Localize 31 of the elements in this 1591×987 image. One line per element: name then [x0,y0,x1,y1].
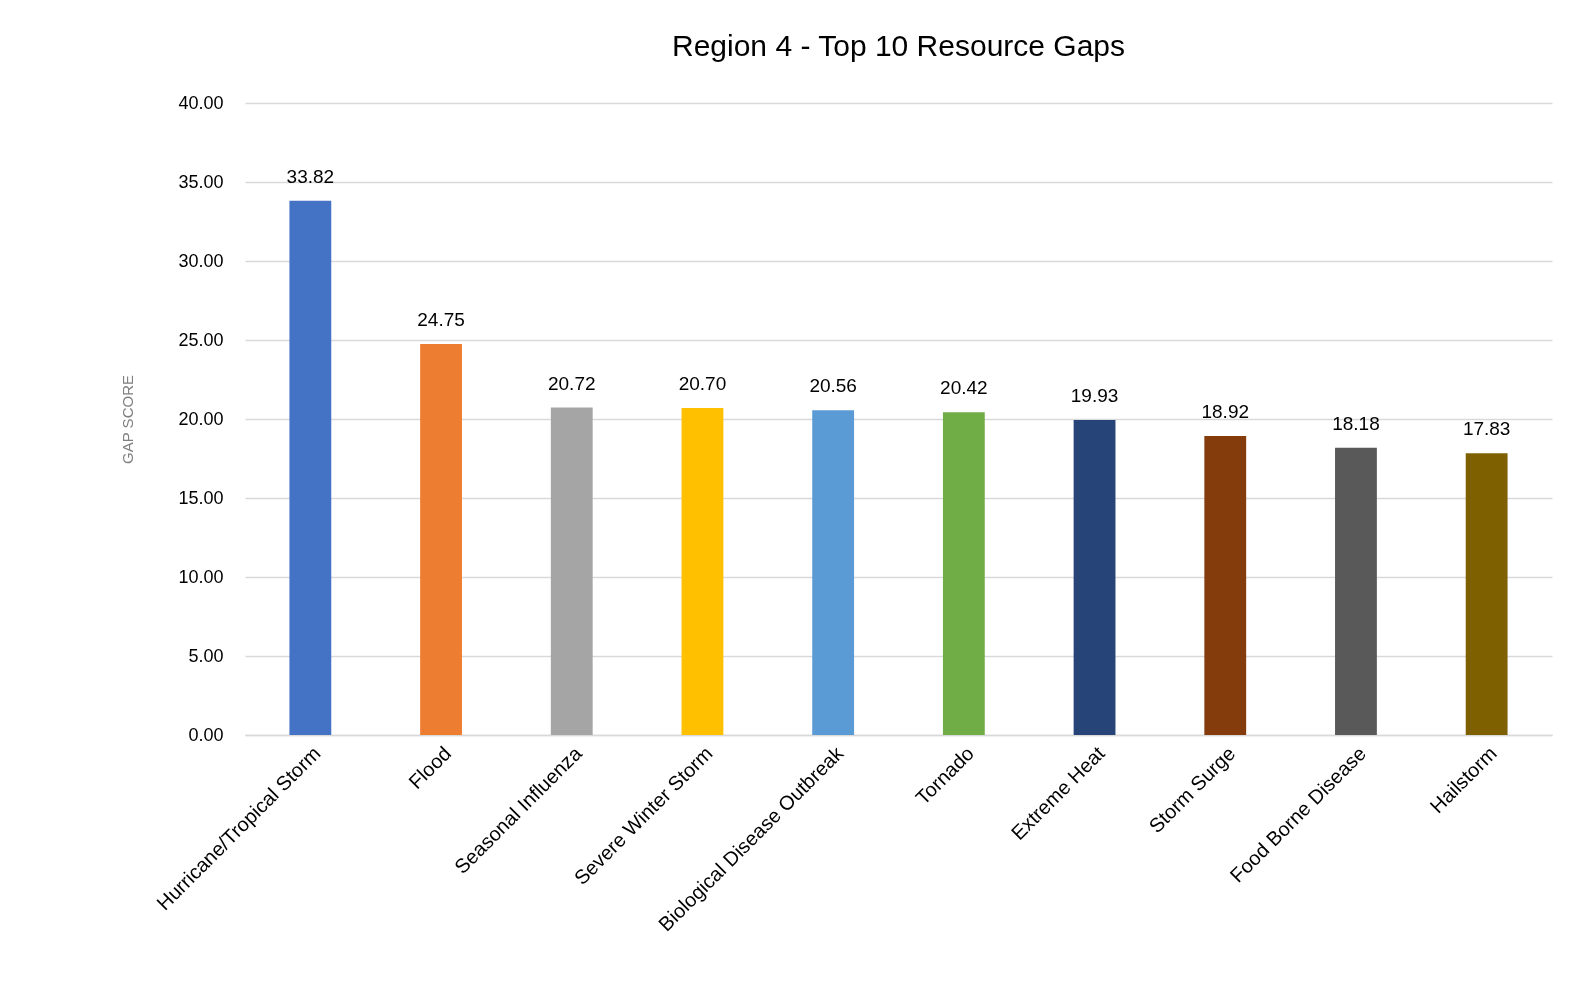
y-tick-label: 15.00 [178,487,224,508]
bar [812,410,855,735]
y-tick-label: 25.00 [178,329,224,350]
bar [1073,420,1116,735]
data-label: 20.42 [940,377,988,399]
y-tick-label: 0.00 [188,724,224,745]
y-tick-label: 20.00 [178,408,224,429]
chart-title: Region 4 - Top 10 Resource Gaps [671,29,1126,62]
y-tick-label: 5.00 [188,645,224,666]
y-tick-label: 10.00 [178,566,224,587]
data-label: 17.83 [1462,418,1511,440]
y-tick-label: 30.00 [178,250,224,271]
data-label: 33.82 [286,165,335,187]
y-tick-label: 35.00 [178,171,224,192]
data-label: 18.92 [1201,401,1250,423]
bar [420,343,462,735]
y-tick-label: 40.00 [178,92,224,113]
bar [1204,436,1247,735]
y-axis-title: GAP SCORE [118,375,136,464]
data-label: 20.70 [678,372,727,394]
bar [550,407,593,735]
data-label: 18.18 [1332,412,1380,434]
bar [681,407,724,735]
data-label: 20.56 [809,375,857,397]
bar [1465,453,1508,735]
data-label: 20.72 [547,372,596,394]
bar [1335,447,1377,735]
data-label: 19.93 [1070,385,1119,407]
bar [942,412,985,735]
bar [289,200,332,735]
data-label: 24.75 [417,308,465,330]
